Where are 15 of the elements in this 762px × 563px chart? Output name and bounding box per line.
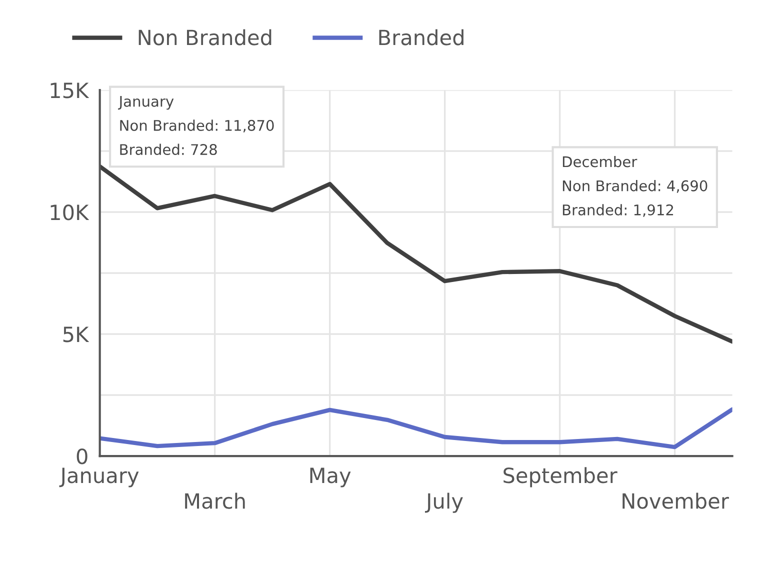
y-tick-label: 15K <box>50 82 90 98</box>
x-tick-label: May <box>310 468 351 488</box>
line-series <box>100 407 732 450</box>
annotation: December Non Branded: 4,690 Branded: 1,912 <box>562 156 708 217</box>
x-tick-label: July <box>424 492 463 513</box>
y-tick-label: 5K <box>63 326 90 342</box>
annotation: January Non Branded: 11,870 Branded: 728 <box>118 96 274 156</box>
legend-label: Branded <box>379 29 464 46</box>
x-tick-label: March <box>185 492 245 509</box>
x-tick-label: September <box>504 467 618 488</box>
y-tick-label: 10K <box>50 204 90 220</box>
x-tick-label: November <box>622 492 729 509</box>
legend-label: Non Branded <box>138 29 272 46</box>
y-tick-label: 0 <box>76 448 88 464</box>
x-tick-label: January <box>59 468 139 488</box>
